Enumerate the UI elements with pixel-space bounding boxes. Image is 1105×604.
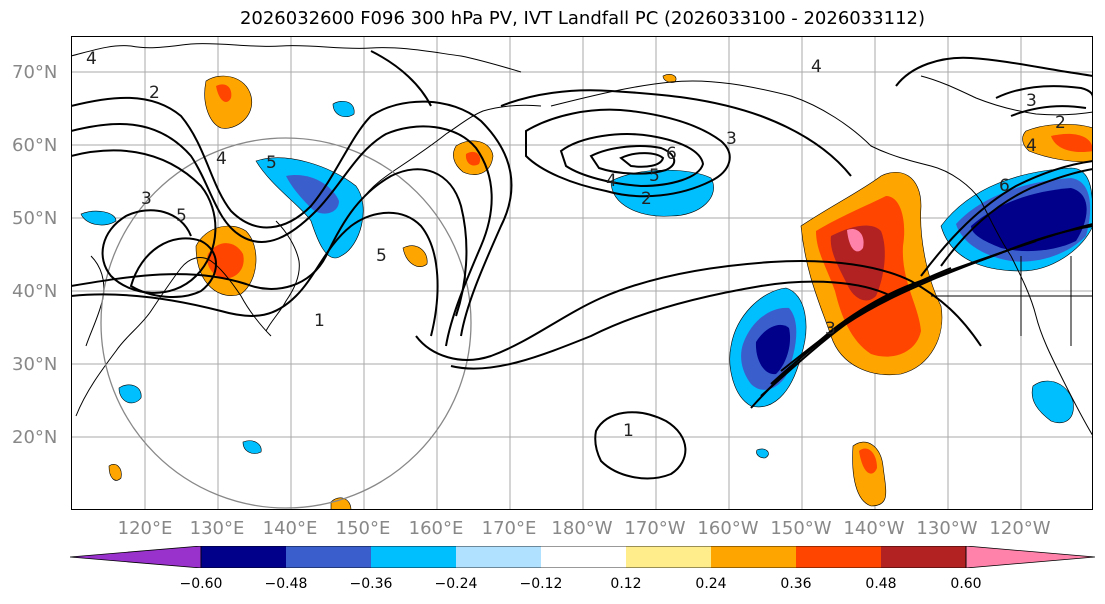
contour-label: 3 [141, 189, 152, 209]
contour-label: 4 [216, 149, 227, 169]
colorbar-bin [541, 546, 626, 568]
shade-negative-baja [1031, 380, 1074, 424]
colorbar-bin [456, 546, 541, 568]
contour-label: 4 [606, 171, 617, 191]
shade-positive-kamchatka-west [204, 75, 253, 129]
ivt-shading [80, 74, 1093, 510]
colorbar-tick-label: 0.24 [695, 576, 727, 592]
colorbar-tick-label: −0.24 [434, 576, 478, 592]
contour-label: 4 [811, 57, 822, 77]
colorbar-outline [200, 546, 967, 568]
longitude-label-120w: 120°W [989, 518, 1051, 539]
contour-label: 5 [266, 153, 277, 173]
contour-label: 6 [999, 176, 1010, 196]
contour-label: 4 [1026, 136, 1037, 156]
colorbar-bin [711, 546, 796, 568]
shade-negative-central-pacific-core [755, 324, 791, 375]
contour-label: 1 [623, 421, 634, 441]
longitude-label-150w: 150°W [770, 518, 832, 539]
longitude-label-140e: 140°E [262, 518, 318, 539]
shade-positive-kamchatka-east-core [465, 151, 481, 166]
longitude-label-170w: 170°W [624, 518, 686, 539]
shade-positive-hawaii-south-core [859, 448, 877, 474]
longitude-label-170e: 170°E [481, 518, 537, 539]
shade-negative-small-hawaii [756, 448, 769, 459]
latitude-label-60n: 60°N [12, 135, 58, 156]
colorbar [70, 546, 1095, 568]
shade-negative-pacific-northwest-core [971, 188, 1087, 252]
longitude-label-130w: 130°W [916, 518, 978, 539]
longitude-label-180w: 180°W [551, 518, 613, 539]
shade-negative-small-50n [80, 210, 117, 226]
longitude-label-130e: 130°E [189, 518, 245, 539]
colorbar-bin [626, 546, 711, 568]
colorbar-extend-max [965, 546, 1095, 568]
contour-label: 4 [86, 49, 97, 69]
contour-label: 6 [666, 144, 677, 164]
map-title: 2026032600 F096 300 hPa PV, IVT Landfall… [239, 8, 926, 29]
latitude-label-30n: 30°N [12, 354, 58, 375]
contour-label: 2 [149, 83, 160, 103]
shade-positive-small-160e [402, 245, 428, 268]
shade-positive-canada-core [1051, 133, 1093, 153]
contour-label: 3 [726, 129, 737, 149]
colorbar-bin [796, 546, 881, 568]
latitude-label-70n: 70°N [12, 62, 58, 83]
colorbar-bin [201, 546, 286, 568]
colorbar-tick-label: 0.36 [780, 576, 812, 592]
distance-circle [100, 137, 472, 509]
shade-negative-small-70n [332, 101, 355, 117]
map-canvas: 4 2 4 5 3 5 5 1 6 4 5 3 2 4 6 3 1 2 3 4 [71, 36, 1093, 510]
contour-label: 5 [176, 206, 187, 226]
longitude-label-140w: 140°W [843, 518, 905, 539]
longitude-label-120e: 120°E [117, 518, 173, 539]
latitude-label-20n: 20°N [12, 427, 58, 448]
map-panel: 4 2 4 5 3 5 5 1 6 4 5 3 2 4 6 3 1 2 3 4 [71, 36, 1093, 510]
colorbar-tick-label: 0.60 [950, 576, 982, 592]
coastlines [71, 43, 1093, 437]
longitude-label-160e: 160°E [408, 518, 464, 539]
latitude-label-40n: 40°N [12, 281, 58, 302]
colorbar-tick-label: −0.12 [519, 576, 563, 592]
colorbar-bin [286, 546, 371, 568]
shade-negative-japan-core [286, 175, 339, 214]
contour-label: 1 [314, 311, 325, 331]
longitude-label-150e: 150°E [335, 518, 391, 539]
shade-negative-small-15n [242, 440, 262, 454]
colorbar-extend-min [70, 546, 202, 568]
shade-positive-gulf-alaska-peak [847, 228, 864, 252]
colorbar-bin [881, 546, 966, 568]
colorbar-tick-label: 0.48 [865, 576, 897, 592]
contour-label: 3 [825, 319, 836, 339]
shade-positive-small-17n [108, 464, 122, 481]
shade-positive-gulf-alaska-core [830, 225, 885, 301]
colorbar-tick-label: −0.60 [179, 576, 223, 592]
contour-labels: 4 2 4 5 3 5 5 1 6 4 5 3 2 4 6 3 1 2 3 4 [86, 49, 1066, 441]
contour-label: 5 [376, 246, 387, 266]
contour-label: 5 [649, 166, 660, 186]
colorbar-tick-label: 0.12 [610, 576, 642, 592]
latitude-label-50n: 50°N [12, 208, 58, 229]
contour-label: 3 [1026, 91, 1037, 111]
shade-positive-kamchatka-west-core [216, 84, 232, 102]
shade-negative-small-20n [118, 384, 142, 404]
colorbar-tick-label: −0.36 [349, 576, 393, 592]
contour-label: 2 [1055, 113, 1066, 133]
longitude-label-160w: 160°W [697, 518, 759, 539]
contour-label: 2 [641, 189, 652, 209]
colorbar-tick-label: −0.48 [264, 576, 308, 592]
colorbar-bin [371, 546, 456, 568]
shade-negative-aleutian [610, 169, 714, 217]
